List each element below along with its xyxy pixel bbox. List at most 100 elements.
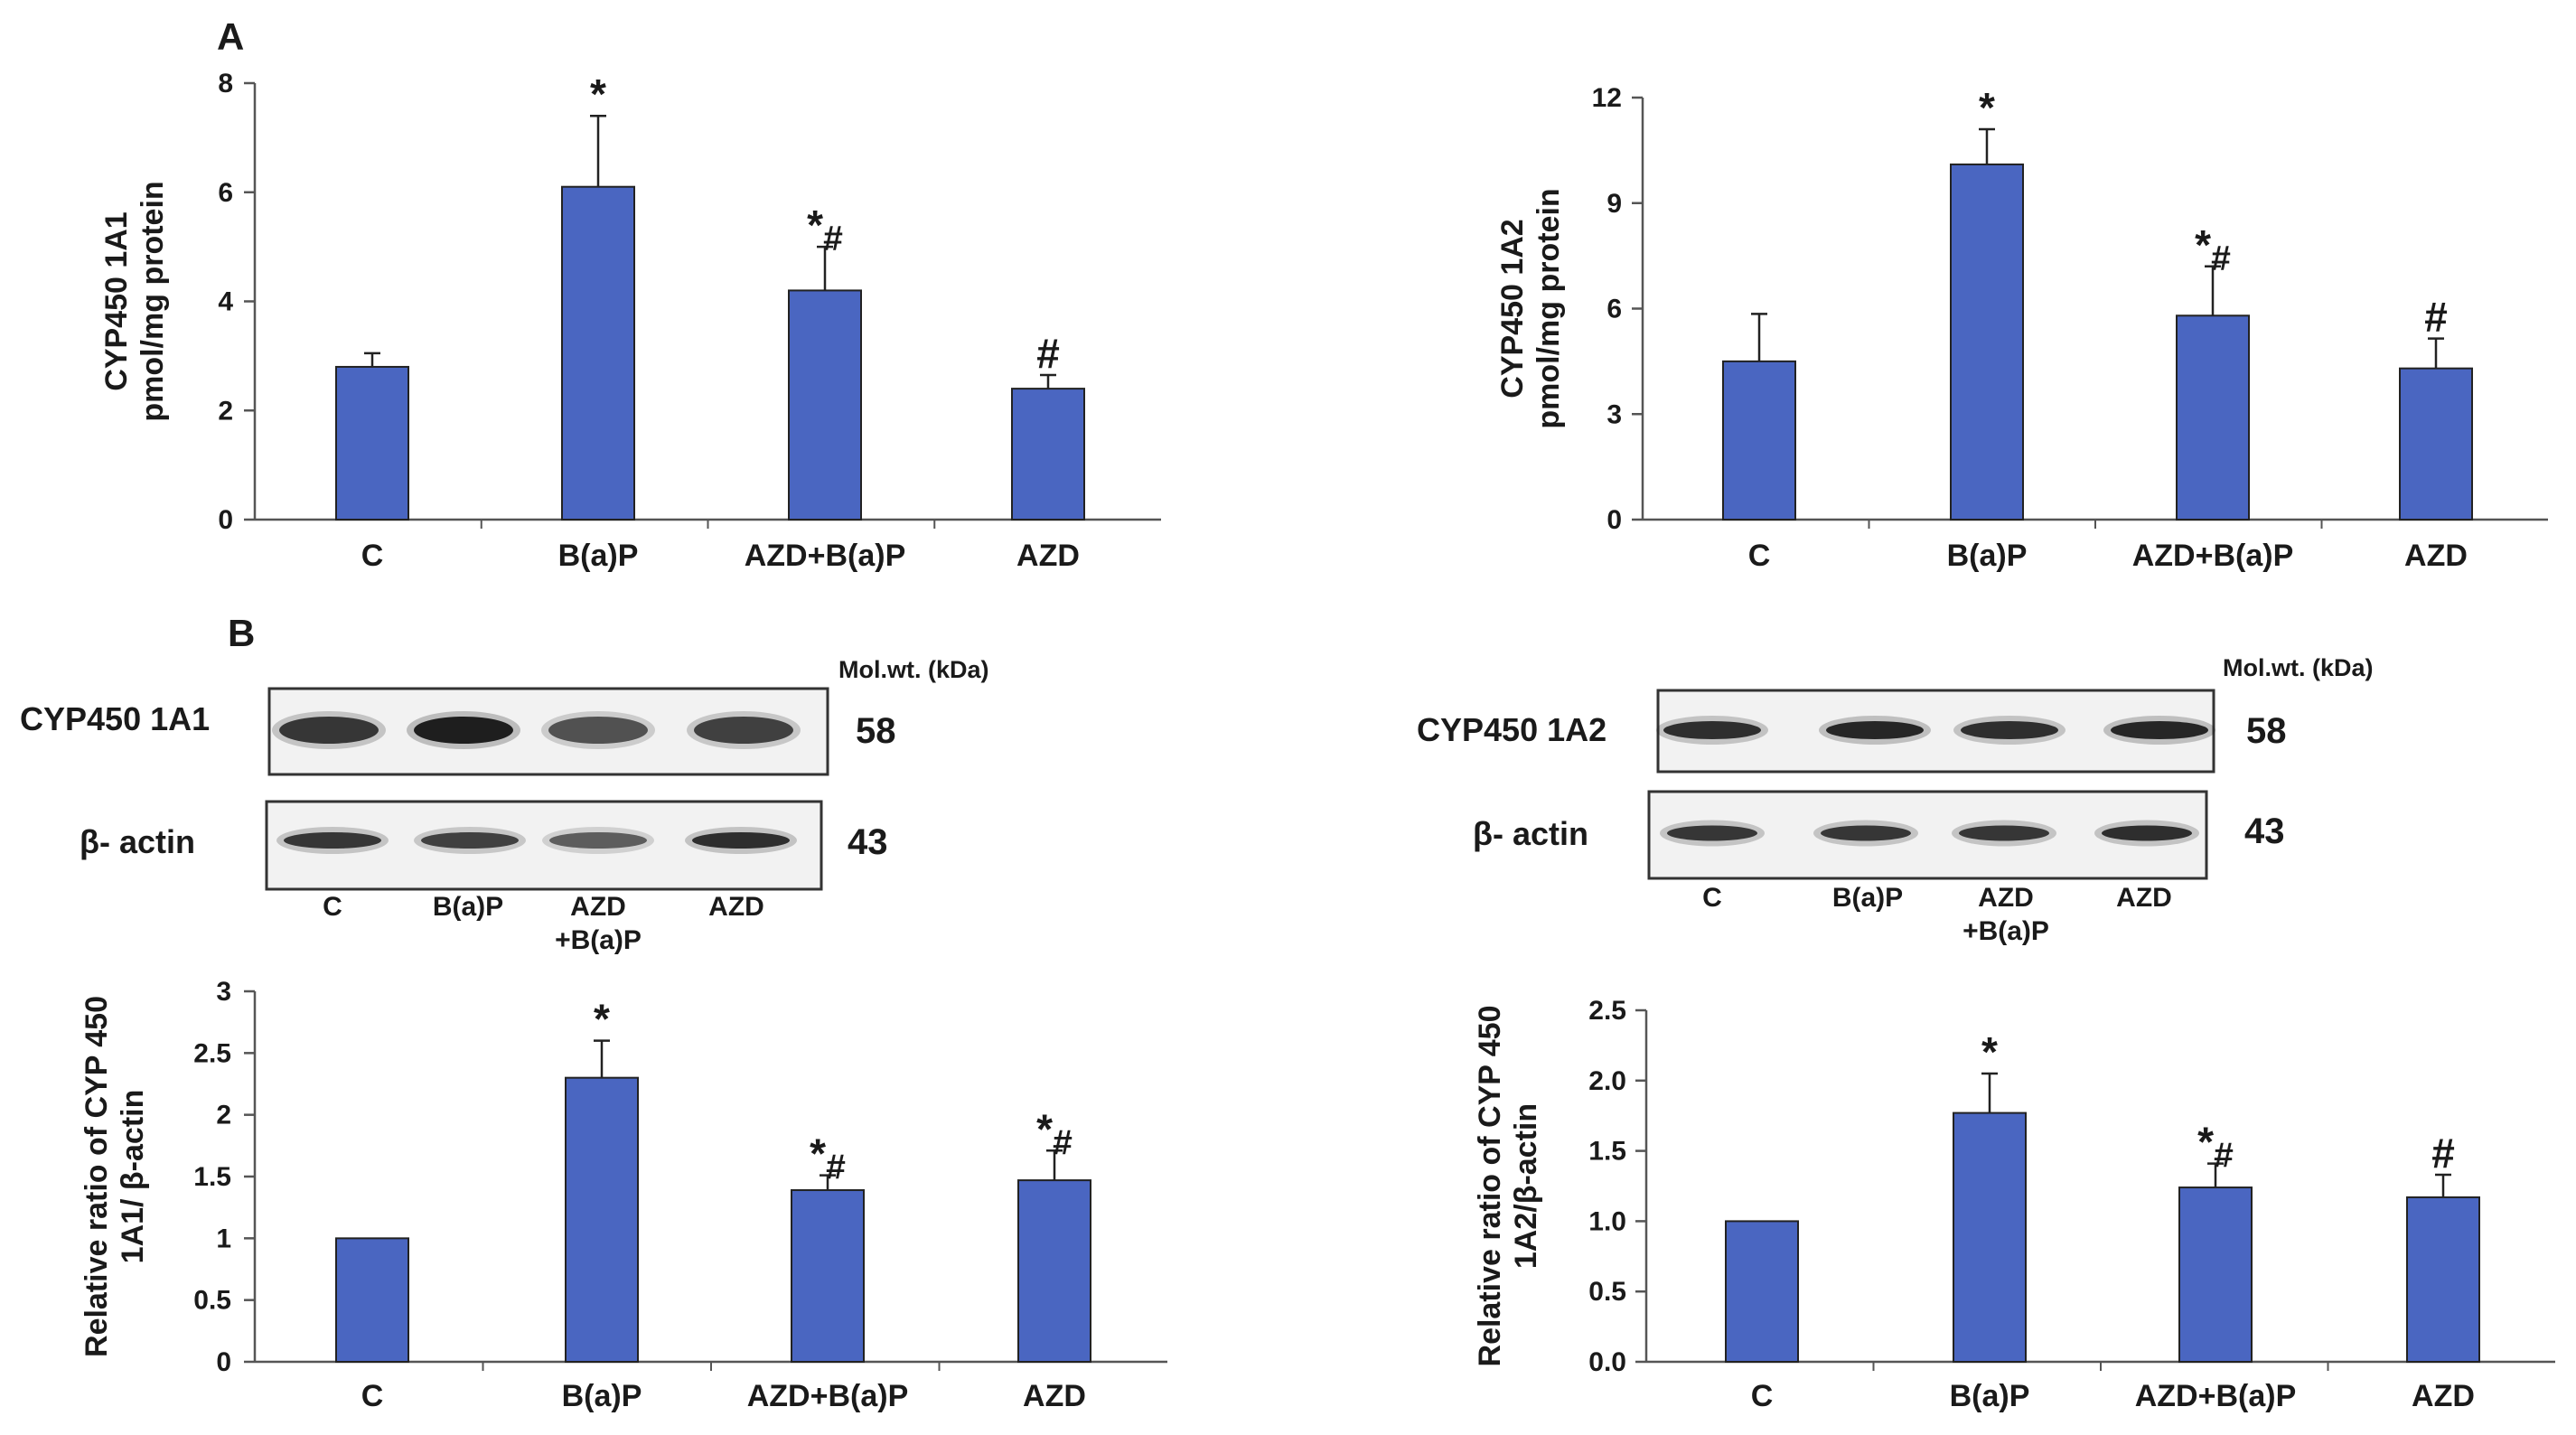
y-tick-label: 0.5: [1588, 1277, 1626, 1307]
blot-band-halo: [541, 711, 655, 749]
y-axis-label-line: 1A2/β-actin: [1509, 1103, 1543, 1269]
blot-band-halo: [407, 711, 520, 749]
blot-band-halo: [1952, 820, 2056, 847]
blot-band-halo: [1819, 716, 1931, 745]
bar-b-a-p: [1953, 1111, 2027, 1363]
y-axis-label-line: Relative ratio of CYP 450: [80, 996, 114, 1357]
significance-annotation: *: [590, 70, 606, 117]
y-tick-label: 1.0: [1588, 1206, 1626, 1236]
y-axis-label-line: pmol/mg protein: [1532, 188, 1566, 428]
x-category-label: AZD+B(a)P: [747, 1379, 909, 1413]
significance-annotation: *#: [2197, 1119, 2234, 1176]
bar-azd: [1017, 1179, 1091, 1363]
significance-annotation: *#: [2195, 221, 2231, 278]
blot-band-halo: [2103, 716, 2215, 745]
x-category-label: AZD: [2412, 1379, 2475, 1413]
bar-azd-b-a-p: [788, 289, 862, 521]
y-tick-label: 0: [216, 1347, 231, 1377]
x-category-label: AZD: [1016, 539, 1080, 573]
blot-left-mw-header: Mol.wt. (kDa): [838, 656, 989, 683]
blot-band: [2102, 825, 2192, 841]
blot-band-halo: [276, 827, 389, 854]
blot-left-lane-1: C: [323, 892, 342, 922]
bar-azd-b-a-p: [2178, 1186, 2253, 1364]
annot-star: *: [2195, 221, 2211, 268]
y-axis-label: CYP450 1A1pmol/mg protein: [99, 181, 170, 421]
blot-band-halo: [1953, 716, 2065, 745]
x-category-label: AZD+B(a)P: [2132, 539, 2294, 573]
blot-left-lane-3: AZD: [570, 892, 626, 922]
annot-hash: #: [2211, 239, 2231, 278]
y-axis-label-line: Relative ratio of CYP 450: [1473, 1006, 1507, 1367]
blot-band: [1821, 825, 1911, 841]
y-tick-label: 2: [218, 396, 233, 426]
blot-right-actin-mw: 43: [2244, 811, 2285, 851]
y-tick-label: 12: [1592, 83, 1622, 113]
bar-azd-b-a-p: [2176, 314, 2250, 521]
blot-right-mw-header: Mol.wt. (kDa): [2223, 654, 2374, 681]
x-category-label: C: [361, 539, 384, 573]
bar-b-a-p: [565, 1076, 639, 1363]
significance-annotation: #: [2424, 294, 2448, 341]
bar-azd: [1011, 388, 1085, 521]
bar-b-a-p: [561, 185, 635, 521]
annot-hash: #: [823, 220, 843, 258]
bar-c: [335, 365, 409, 521]
x-category-label: B(a)P: [562, 1379, 642, 1413]
blot-band-halo: [414, 827, 526, 854]
blot-band-halo: [687, 711, 801, 749]
bar-b-a-p: [1950, 163, 2024, 521]
bar-azd: [2399, 367, 2473, 521]
y-tick-label: 0.5: [193, 1286, 231, 1316]
blot-left-actin-label: β- actin: [80, 823, 195, 860]
annot-hash: #: [1053, 1123, 1073, 1162]
y-tick-label: 2.5: [1588, 996, 1626, 1026]
significance-annotation: #: [1036, 330, 1060, 377]
annot-hash: #: [826, 1149, 846, 1187]
bar-azd: [2406, 1196, 2480, 1363]
blot-band: [284, 832, 381, 849]
y-tick-label: 1.5: [1588, 1137, 1626, 1167]
blot-band: [1959, 825, 2049, 841]
bar-azd-b-a-p: [791, 1189, 865, 1363]
y-tick-label: 8: [218, 69, 233, 98]
blot-band: [1663, 721, 1761, 739]
y-axis-label-line: CYP450 1A2: [1495, 219, 1530, 398]
blot-band: [692, 832, 790, 849]
bar-c: [335, 1237, 409, 1364]
significance-annotation: *: [1979, 84, 1995, 131]
blot-left-lane-3-sub: +B(a)P: [555, 925, 642, 955]
blot-band: [279, 717, 379, 744]
blot-left-actin-mw: 43: [848, 822, 888, 862]
significance-annotation: *: [594, 996, 610, 1043]
blot-left-actin-membrane: [265, 800, 823, 891]
y-tick-label: 0: [218, 505, 233, 535]
blot-band: [1826, 721, 1924, 739]
blot-band: [1961, 721, 2058, 739]
y-tick-label: 2: [216, 1101, 231, 1130]
y-axis-label: Relative ratio of CYP 4501A2/β-actin: [1473, 1006, 1543, 1367]
y-axis-label-line: 1A1/ β-actin: [116, 1090, 150, 1264]
y-tick-label: 1.5: [193, 1162, 231, 1192]
blot-band-halo: [1656, 716, 1768, 745]
y-tick-label: 3: [1606, 399, 1622, 429]
x-category-label: AZD: [1023, 1379, 1086, 1413]
blot-right-lane-4: AZD: [2116, 883, 2172, 913]
x-category-label: C: [1748, 539, 1771, 573]
annot-star: *: [1036, 1105, 1053, 1152]
blot-right-actin-label: β- actin: [1473, 815, 1588, 852]
y-axis-label: CYP450 1A2pmol/mg protein: [1495, 188, 1566, 428]
y-tick-label: 4: [218, 287, 233, 317]
blot-right-lane-3-sub: +B(a)P: [1962, 916, 2049, 946]
annot-star: *: [810, 1130, 826, 1177]
blot-left-target-label: CYP450 1A1: [20, 700, 210, 737]
y-tick-label: 1: [216, 1224, 231, 1253]
blot-right-lane-2: B(a)P: [1832, 883, 1903, 913]
x-category-label: AZD: [2404, 539, 2468, 573]
bar-c: [1722, 360, 1796, 521]
panel-label-a: A: [217, 15, 244, 58]
y-tick-label: 6: [218, 178, 233, 208]
x-category-label: AZD+B(a)P: [2135, 1379, 2297, 1413]
significance-annotation: *#: [1036, 1105, 1073, 1162]
